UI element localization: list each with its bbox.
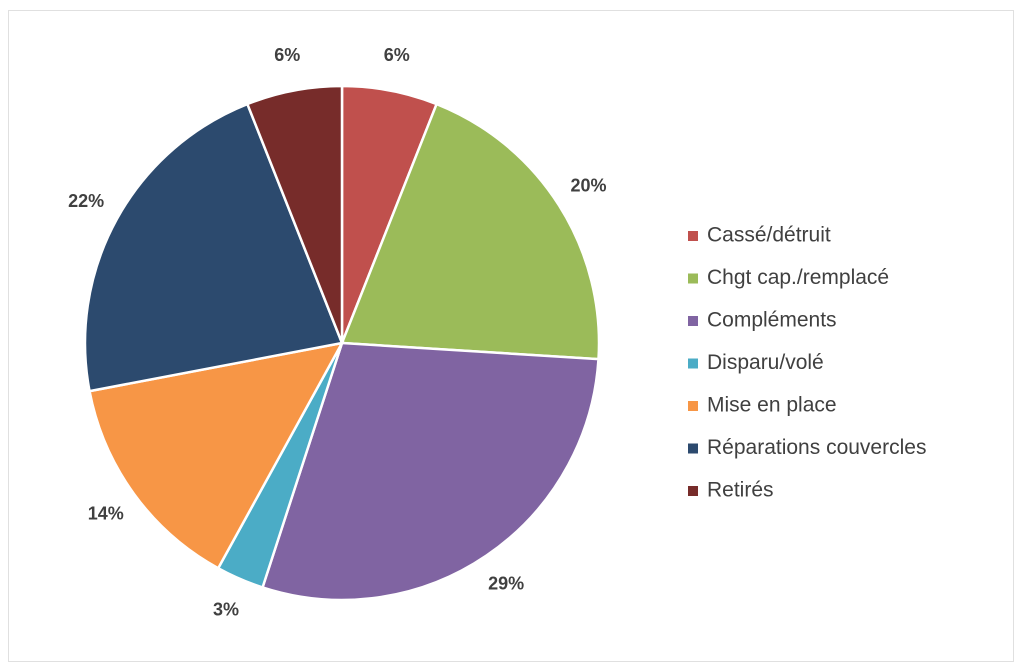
legend-label: Retirés bbox=[707, 479, 774, 502]
legend-label: Compléments bbox=[707, 309, 837, 332]
data-label: 6% bbox=[274, 45, 300, 65]
legend-swatch bbox=[688, 401, 698, 411]
data-label: 22% bbox=[68, 191, 104, 211]
data-label: 3% bbox=[213, 600, 239, 620]
legend-swatch bbox=[688, 316, 698, 326]
legend-label: Disparu/volé bbox=[707, 351, 824, 374]
legend-swatch bbox=[688, 443, 698, 454]
legend-swatch bbox=[688, 358, 698, 369]
pie-slice bbox=[88, 341, 345, 570]
legend-swatch bbox=[688, 231, 698, 241]
pie-slice bbox=[245, 84, 344, 344]
data-label: 20% bbox=[571, 175, 607, 195]
legend-swatch bbox=[688, 273, 698, 284]
pie-slice bbox=[261, 341, 600, 602]
data-label: 29% bbox=[488, 573, 524, 593]
pie-slice bbox=[340, 102, 601, 361]
legend-swatch bbox=[688, 486, 698, 496]
legend-label: Mise en place bbox=[707, 394, 837, 417]
legend-label: Cassé/détruit bbox=[707, 224, 831, 247]
legend-label: Chgt cap./remplacé bbox=[707, 266, 889, 289]
data-label: 14% bbox=[88, 503, 124, 523]
legend-label: Réparations couvercles bbox=[707, 436, 926, 459]
data-label: 6% bbox=[384, 45, 410, 65]
pie-slice bbox=[83, 102, 344, 393]
